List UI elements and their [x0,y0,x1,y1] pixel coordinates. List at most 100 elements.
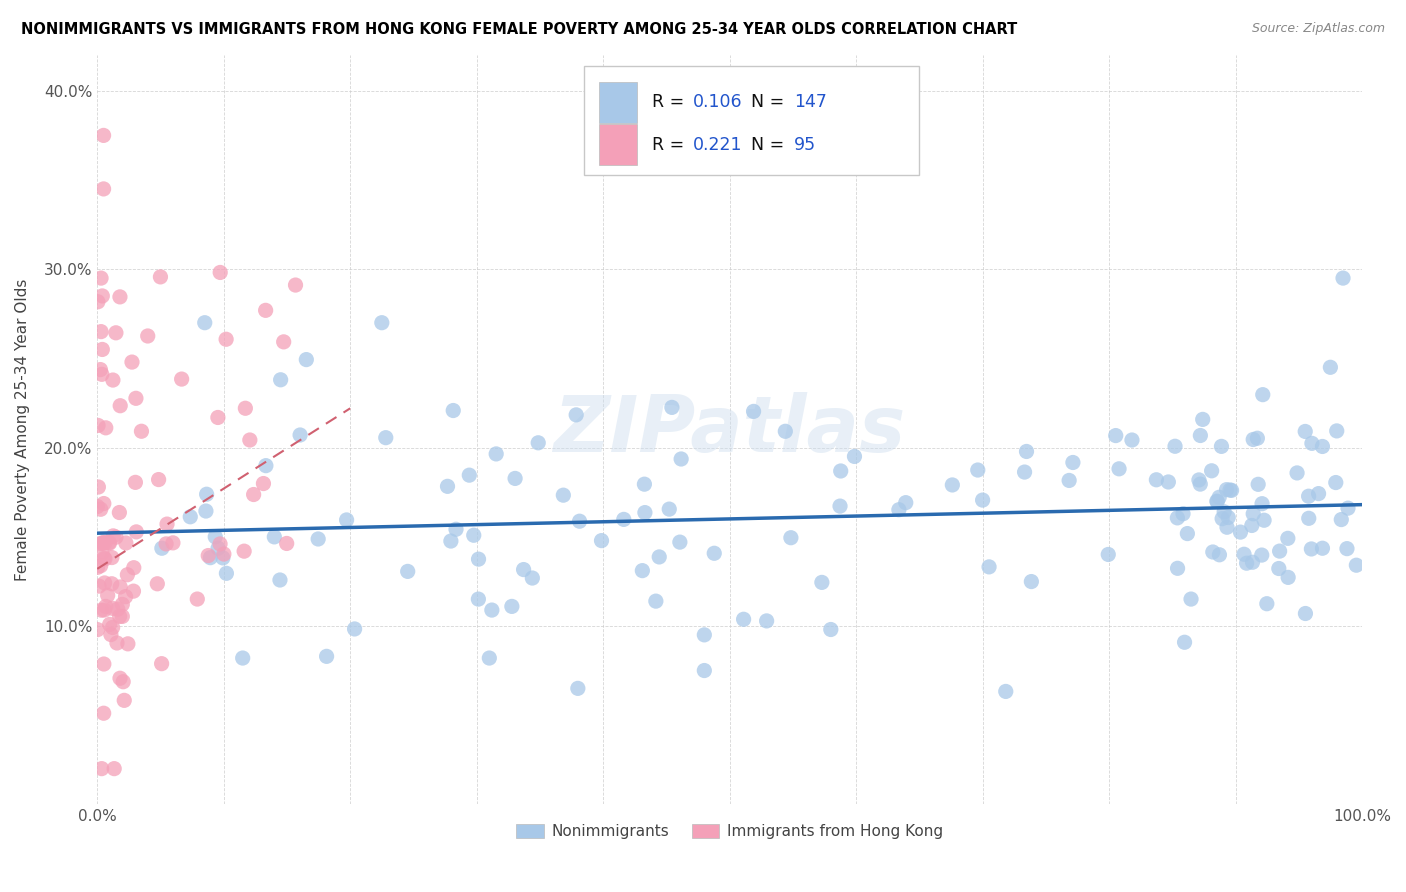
Point [336,513,359,527]
Point [125,392,148,406]
Point [91,535,114,549]
Point [1211,439,1233,453]
Point [209,265,232,279]
Point [254,458,277,473]
Point [1286,466,1309,480]
Point [215,566,238,581]
Point [100,576,122,591]
Point [1330,512,1353,526]
Point [1229,525,1251,540]
FancyBboxPatch shape [583,66,920,175]
Point [755,614,778,628]
Point [458,468,481,483]
Point [633,477,655,491]
Point [775,425,797,439]
Point [288,428,311,442]
Point [1201,464,1223,478]
Point [270,373,292,387]
Y-axis label: Female Poverty Among 25-34 Year Olds: Female Poverty Among 25-34 Year Olds [15,278,30,581]
Point [1298,511,1320,525]
Point [1108,462,1130,476]
Point [242,487,264,501]
Text: 95: 95 [794,136,817,153]
Point [1121,433,1143,447]
Point [93,551,115,566]
Point [1215,483,1237,497]
Point [1164,439,1187,453]
Point [1337,501,1360,516]
Point [669,535,692,549]
Point [117,567,139,582]
Point [114,590,136,604]
Point [125,524,148,539]
Point [90,368,112,382]
Point [111,598,134,612]
Point [90,603,112,617]
Point [101,620,124,634]
Point [522,571,544,585]
Point [273,334,295,349]
Point [122,584,145,599]
Point [693,664,716,678]
Point [1205,494,1227,508]
Point [887,502,910,516]
Point [91,343,114,357]
Point [101,373,124,387]
Point [108,671,131,685]
Point [94,552,117,566]
Point [98,617,121,632]
Point [215,332,238,346]
Point [89,362,111,376]
Point [86,560,108,574]
Point [1312,541,1334,556]
Point [1277,570,1299,584]
Point [1308,486,1330,500]
Point [613,512,636,526]
Point [994,684,1017,698]
Point [87,480,110,494]
Point [565,408,588,422]
Point [108,290,131,304]
Point [1191,412,1213,426]
Point [108,399,131,413]
Point [209,537,232,551]
Point [1188,473,1211,487]
Point [485,447,508,461]
Point [207,410,229,425]
Point [112,674,135,689]
Point [1268,561,1291,575]
Point [91,289,114,303]
Point [1301,436,1323,450]
Text: NONIMMIGRANTS VS IMMIGRANTS FROM HONG KONG FEMALE POVERTY AMONG 25-34 YEAR OLDS : NONIMMIGRANTS VS IMMIGRANTS FROM HONG KO… [21,22,1018,37]
Point [780,531,803,545]
Point [972,493,994,508]
Point [1105,428,1128,442]
Point [148,473,170,487]
Point [440,534,463,549]
Point [211,550,233,565]
Point [131,424,153,438]
Point [87,418,110,433]
Point [894,496,917,510]
Point [1144,473,1167,487]
Text: Source: ZipAtlas.com: Source: ZipAtlas.com [1251,22,1385,36]
Point [91,536,114,550]
Text: 147: 147 [794,94,827,112]
Point [941,478,963,492]
Point [179,509,201,524]
Point [631,564,654,578]
Point [156,517,179,532]
Point [94,421,117,435]
Point [467,592,489,607]
Point [811,575,834,590]
Point [1014,465,1036,479]
Point [463,528,485,542]
Point [105,636,128,650]
Point [1236,556,1258,570]
Point [150,657,173,671]
Bar [599,124,637,165]
Point [98,536,121,550]
Point [149,269,172,284]
Point [204,530,226,544]
Point [1015,444,1038,458]
